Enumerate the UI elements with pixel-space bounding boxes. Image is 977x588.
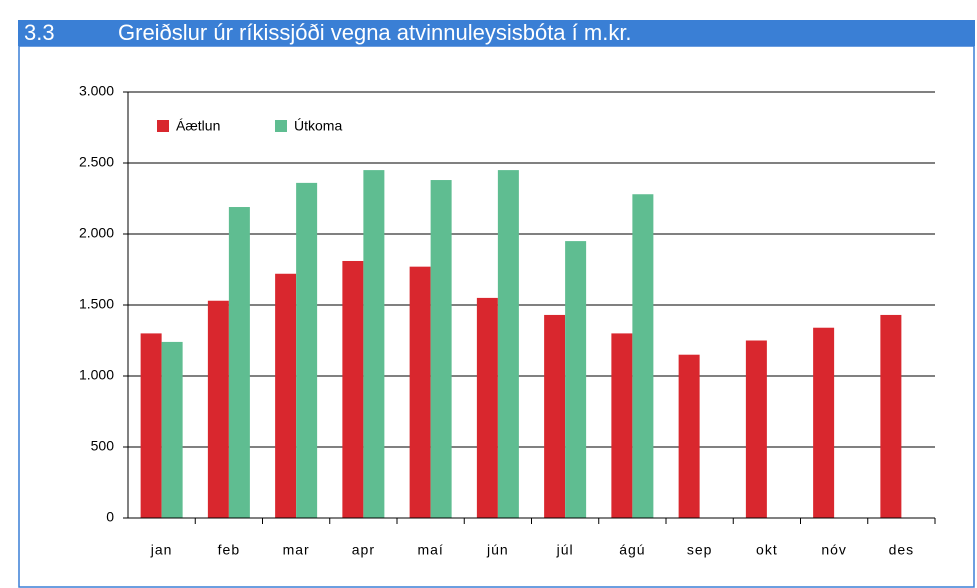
bar [140,333,162,518]
bar [228,207,250,518]
chart-title: Greiðslur úr ríkissjóði vegna atvinnuley… [118,20,632,45]
bar [363,170,385,518]
x-tick-label: mar [283,542,310,558]
bar [544,314,566,518]
bar [275,273,297,518]
bar [497,170,519,518]
bar [632,194,654,519]
bar [565,241,587,518]
bar [678,354,700,518]
x-tick-label: ágú [619,542,645,558]
legend-swatch [157,120,169,132]
section-number: 3.3 [24,20,55,45]
bar [409,266,431,518]
bar [430,180,452,519]
bar [296,182,318,518]
x-tick-label: apr [352,542,375,558]
bar [880,314,902,518]
y-tick-label: 2.500 [79,154,114,170]
y-tick-label: 1.500 [79,296,114,312]
panel-border [18,45,975,588]
x-tick-label: jún [486,542,509,558]
y-tick-label: 2.000 [79,225,114,241]
bar [161,341,183,518]
bar [207,300,229,518]
y-tick-label: 3.000 [79,83,114,99]
bar [476,297,498,518]
legend-label: Áætlun [176,118,220,134]
bar [745,340,767,518]
x-tick-label: jan [150,542,173,558]
y-tick-label: 1.000 [79,367,114,383]
x-tick-label: júl [556,542,574,558]
y-tick-label: 500 [91,438,115,454]
x-tick-label: maí [417,542,443,558]
header-bar [18,20,975,46]
bar [813,327,835,518]
x-tick-label: okt [756,542,778,558]
bar [611,333,633,518]
x-tick-label: sep [687,542,713,558]
x-tick-label: nóv [821,542,847,558]
bar [342,260,364,518]
x-tick-label: feb [218,542,240,558]
y-tick-label: 0 [106,509,114,525]
legend-swatch [275,120,287,132]
x-tick-label: des [889,542,915,558]
legend-label: Útkoma [294,118,342,134]
